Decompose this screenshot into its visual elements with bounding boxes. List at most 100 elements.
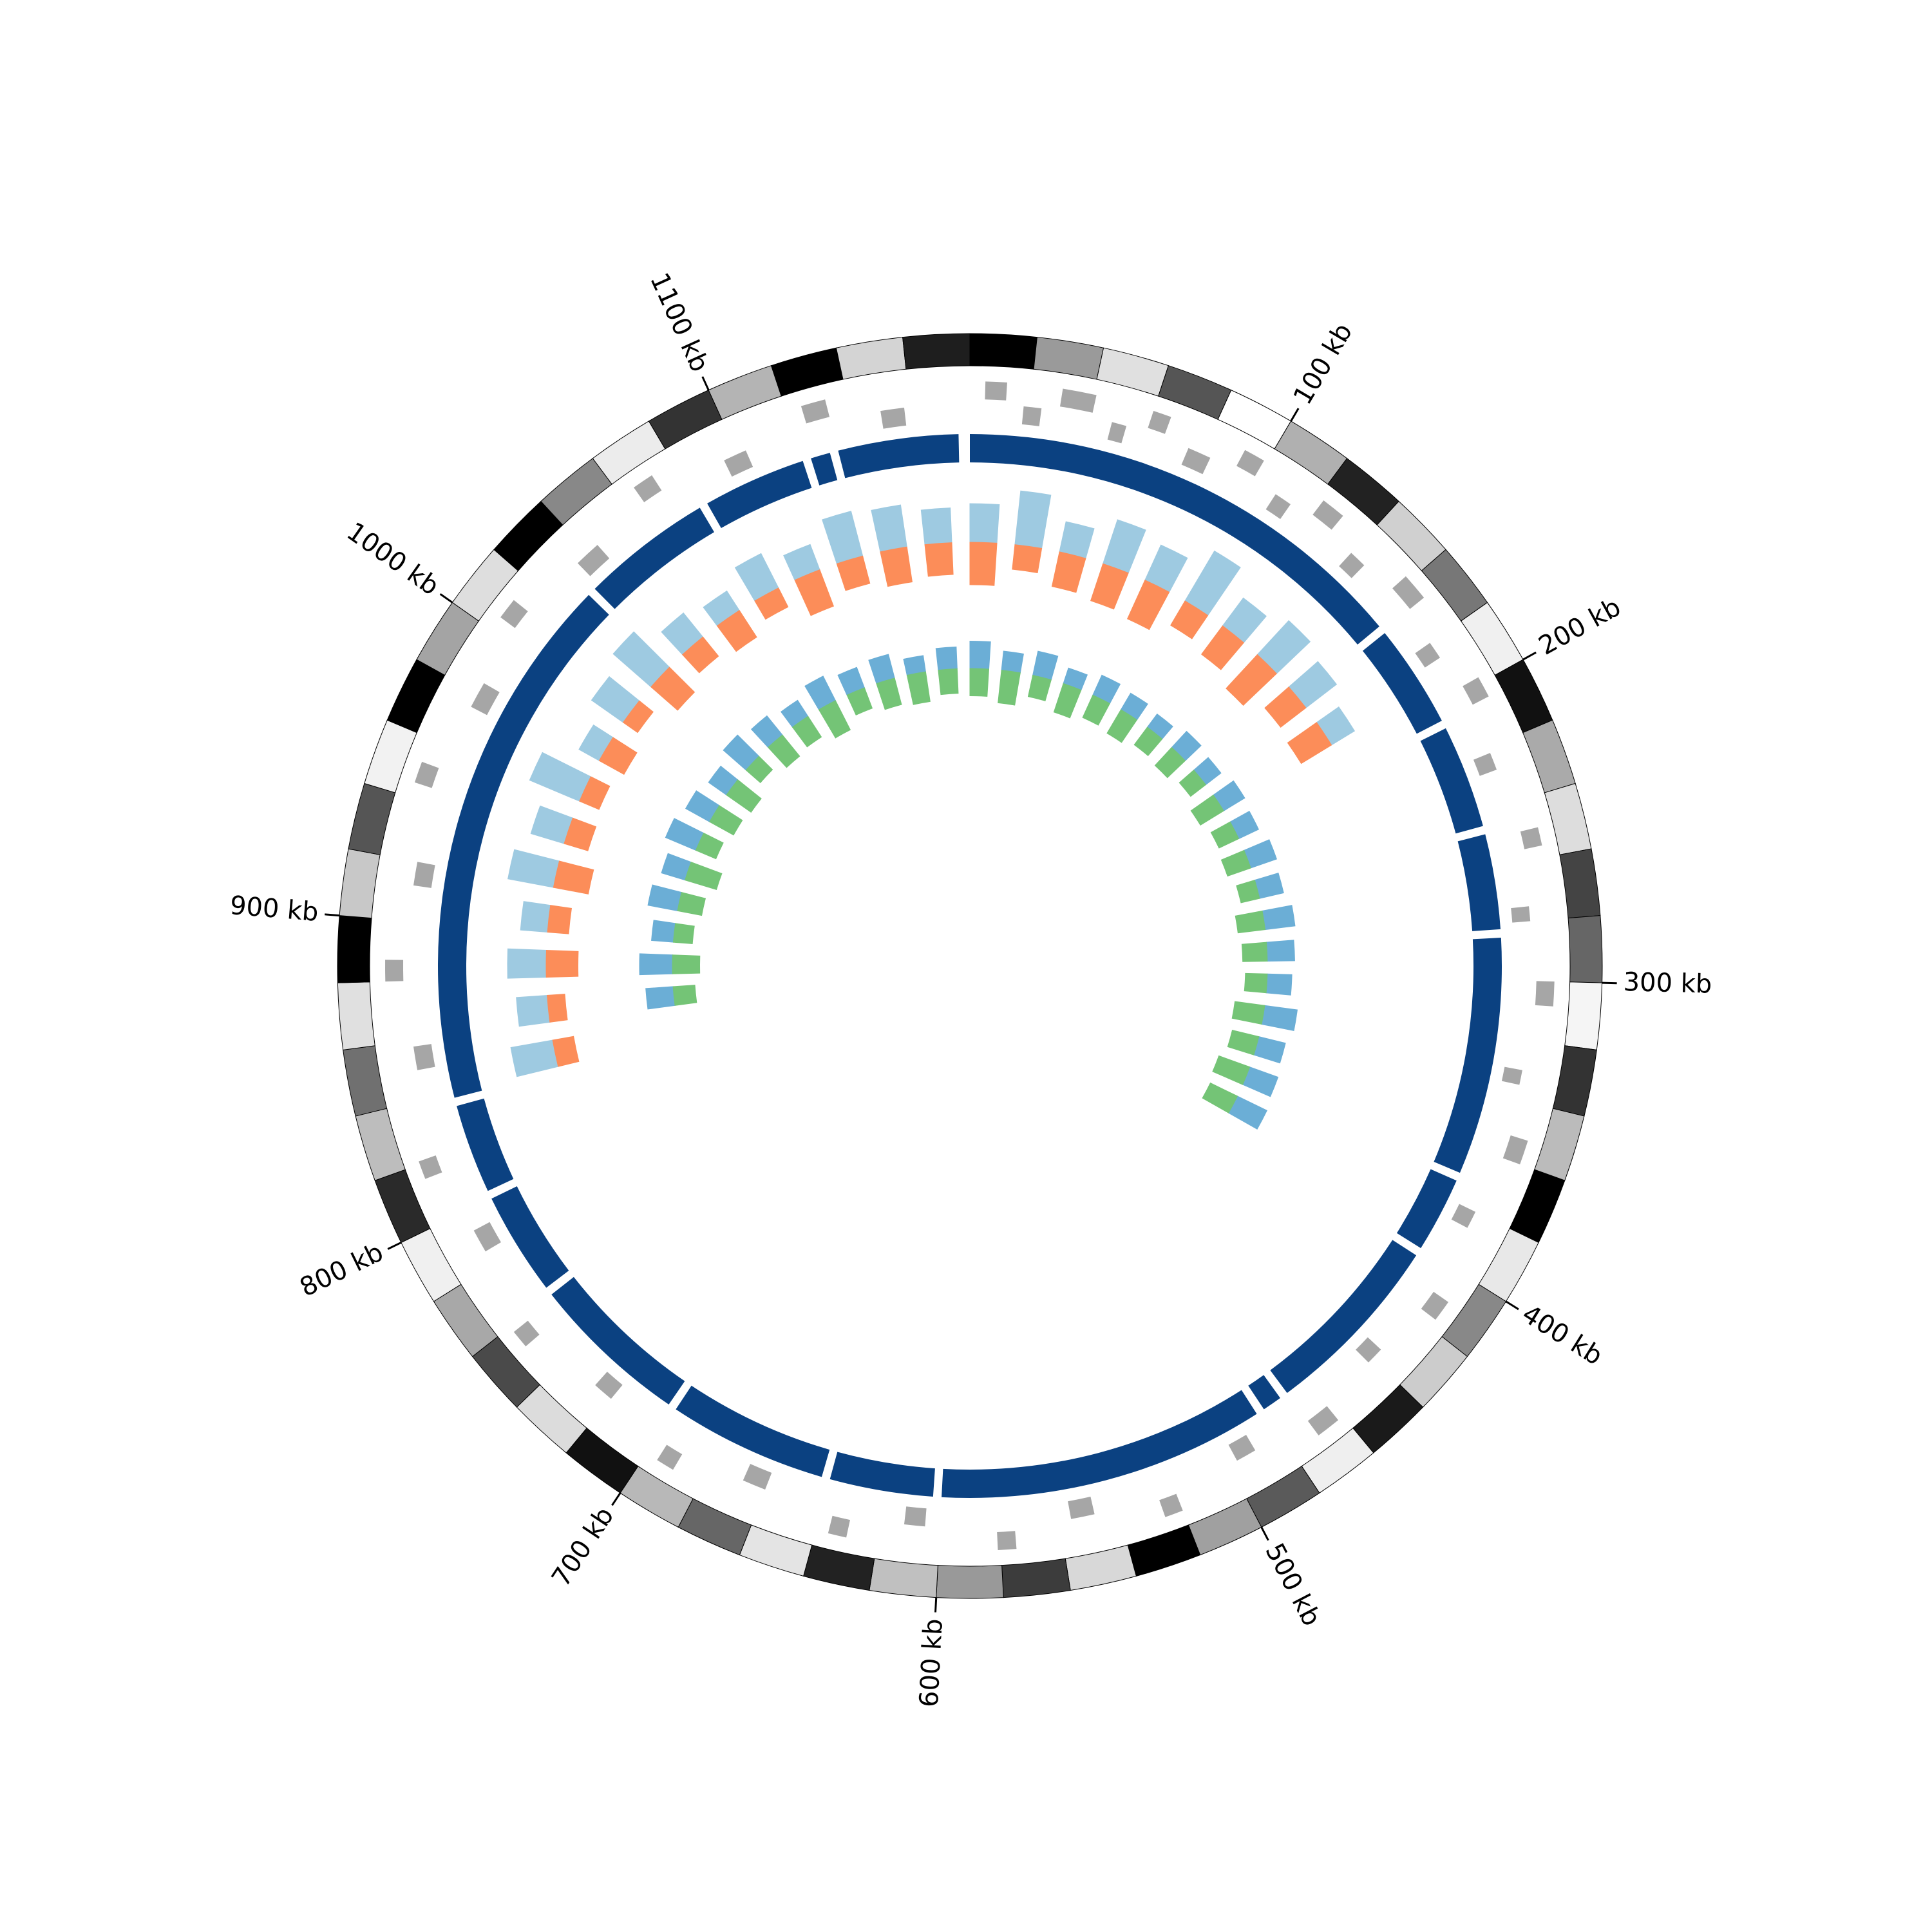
histogram-bar — [1090, 563, 1129, 610]
ideogram-band — [337, 981, 375, 1050]
segment — [457, 1098, 514, 1191]
tick-mark — [701, 376, 710, 391]
histogram-bar — [1227, 1029, 1260, 1056]
histogram-bar — [938, 668, 959, 696]
histogram-bar — [1265, 940, 1295, 962]
histogram-bar — [1253, 1036, 1286, 1064]
histogram-bar — [871, 504, 907, 553]
ideogram-band — [1564, 981, 1603, 1050]
gene — [800, 399, 830, 424]
gene — [828, 1515, 850, 1538]
tick-mark — [611, 1492, 621, 1506]
ideogram-band — [364, 719, 417, 793]
gene — [1021, 406, 1042, 426]
histogram-bar — [647, 884, 682, 911]
gene — [1265, 494, 1291, 519]
ideogram-band — [739, 1524, 813, 1577]
histogram-bar — [672, 985, 697, 1006]
histogram-bar — [1032, 650, 1059, 681]
gene — [1535, 981, 1555, 1007]
gene — [1307, 1406, 1339, 1435]
ideogram-band — [1065, 1544, 1137, 1591]
histogram-bar — [924, 542, 954, 577]
histogram-bar — [547, 994, 568, 1023]
histogram-bar — [906, 671, 931, 705]
histogram-bar — [681, 636, 719, 674]
histogram-bar — [1154, 746, 1186, 779]
segment — [676, 1385, 830, 1477]
histogram-bar — [650, 667, 696, 711]
ideogram-band — [1509, 1169, 1566, 1244]
histogram-bar — [754, 587, 789, 620]
tick-mark — [1290, 408, 1300, 422]
histogram-bar — [1012, 544, 1043, 574]
histogram-bar — [969, 542, 998, 586]
ideogram-band — [648, 390, 723, 450]
tick-mark — [1505, 1300, 1519, 1311]
segment — [838, 434, 960, 478]
gene — [1520, 827, 1542, 849]
histogram-bar — [695, 832, 724, 860]
histogram-bar — [1235, 910, 1266, 934]
ideogram-band — [1552, 1045, 1597, 1117]
gene — [880, 407, 907, 429]
ideogram-band — [343, 1045, 388, 1117]
tick-mark — [1522, 651, 1537, 661]
gene — [904, 1506, 927, 1527]
tick-label: 600 kb — [914, 1618, 949, 1708]
tick-label: 200 kb — [1534, 592, 1626, 661]
ideogram-band — [337, 915, 372, 983]
histogram-bar — [969, 640, 991, 670]
ideogram-band — [1494, 659, 1553, 734]
gene — [513, 1320, 540, 1347]
histogram-bar — [822, 511, 864, 564]
tick-mark — [1260, 1526, 1269, 1541]
histogram-bar — [1103, 519, 1146, 574]
segment — [551, 1276, 685, 1405]
gene — [1451, 1204, 1476, 1228]
ideogram-band — [355, 1108, 406, 1181]
histogram-bar — [767, 734, 800, 768]
gene — [1421, 1291, 1449, 1320]
histogram-bar — [507, 849, 560, 888]
segment — [491, 1186, 569, 1288]
gene — [414, 761, 439, 788]
histogram-bar — [791, 715, 822, 748]
ideogram-band — [1096, 347, 1170, 397]
ideogram-band — [969, 333, 1037, 370]
tick-label: 800 kb — [295, 1237, 388, 1303]
histogram-bar — [1014, 490, 1052, 549]
histogram-bar — [998, 670, 1021, 706]
histogram-bar — [846, 687, 873, 715]
histogram-bar — [1226, 654, 1277, 706]
segment — [811, 453, 838, 486]
gene — [724, 450, 753, 477]
ideogram-band — [339, 848, 381, 919]
histogram-bar — [709, 805, 743, 836]
histogram-bar — [1244, 972, 1268, 994]
ideogram-band — [770, 347, 844, 397]
gene — [500, 600, 528, 629]
histogram-bar — [1027, 674, 1052, 701]
histogram-bar — [818, 700, 851, 739]
gene — [1415, 643, 1441, 668]
tick-label: 300 kb — [1623, 967, 1712, 999]
histogram-bar — [622, 700, 654, 734]
histogram-bar — [726, 779, 762, 813]
gene — [1148, 410, 1171, 434]
histogram-bar — [510, 1039, 559, 1077]
tick-label: 700 kb — [546, 1502, 620, 1592]
gene — [385, 960, 404, 982]
histogram-bar — [564, 817, 597, 851]
histogram-bar — [529, 752, 592, 802]
segment — [707, 460, 812, 529]
segment — [829, 1452, 935, 1497]
segment — [1270, 1240, 1417, 1394]
histogram-bar — [651, 920, 676, 943]
segment — [970, 434, 1379, 645]
gene — [743, 1464, 772, 1490]
histogram-bar — [1261, 1005, 1298, 1032]
histogram-bar — [672, 923, 695, 945]
ideogram-band — [1534, 1108, 1585, 1181]
histogram-bar — [1254, 872, 1284, 899]
